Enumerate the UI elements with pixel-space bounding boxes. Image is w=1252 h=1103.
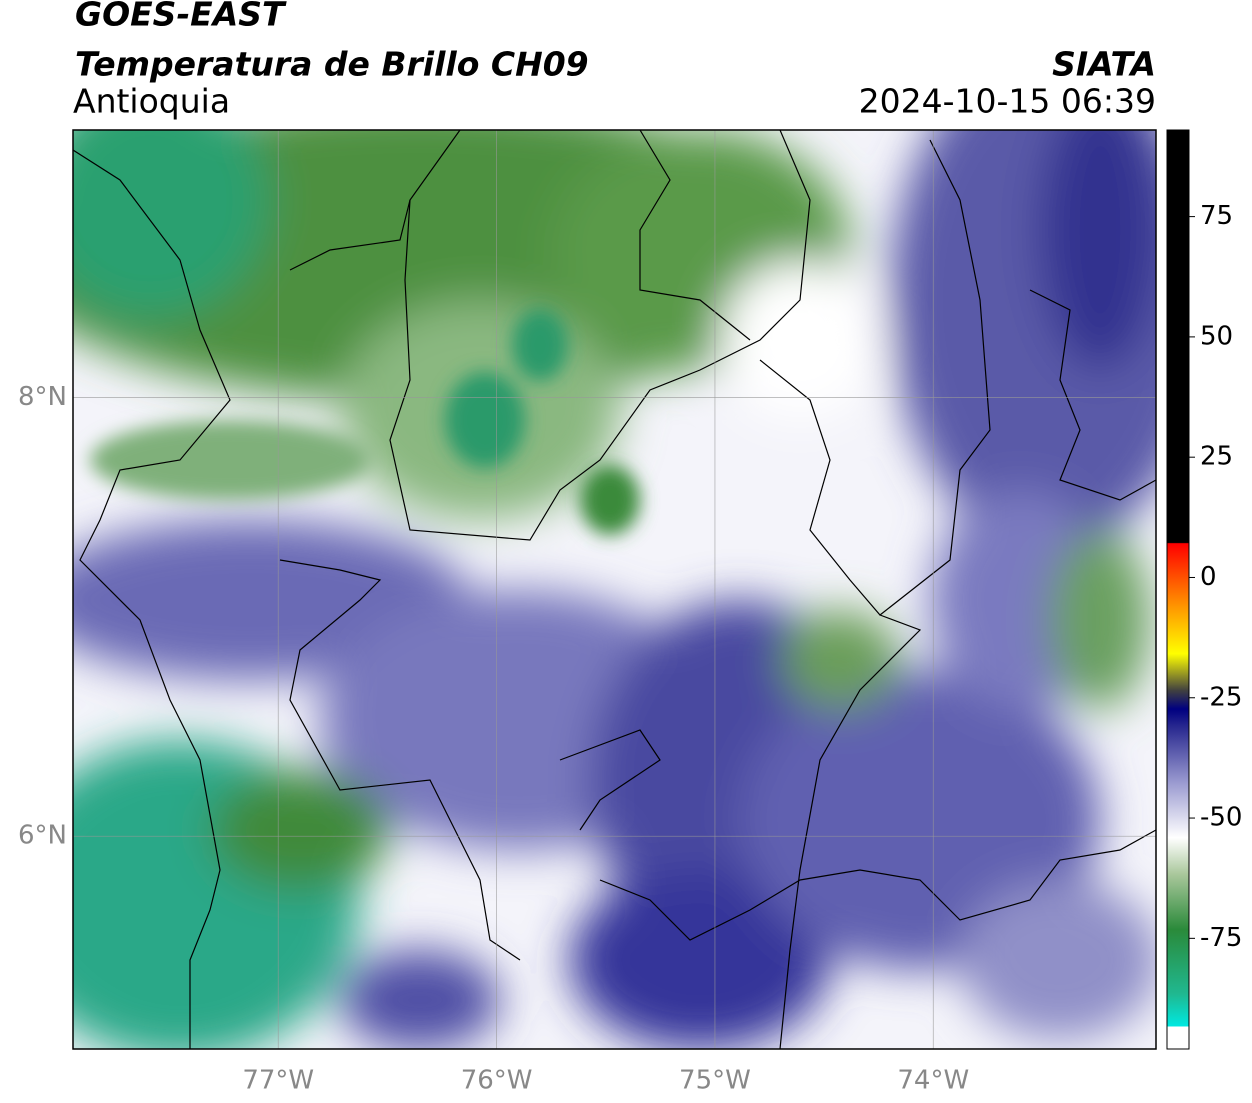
lat-tick-label: 6°N (18, 821, 67, 851)
region: Antioquia (73, 82, 230, 121)
lon-tick-label: 75°W (679, 1066, 751, 1096)
graticule (73, 130, 1156, 1049)
colorbar-tick-label: 75 (1200, 201, 1233, 231)
ticks: 77°W 76°W 75°W 74°W 8°N 6°N 75 50 25 0 -25 -50 -75 (18, 201, 1242, 1095)
satellite-image (73, 130, 1156, 1049)
map-frame (72, 129, 1157, 1050)
colorbar-tick-label: -75 (1200, 923, 1242, 953)
colorbar-tick-label: -50 (1200, 803, 1242, 833)
lon-tick-label: 74°W (897, 1066, 969, 1096)
source: SIATA (1052, 45, 1156, 84)
colorbar-tick-label: 25 (1200, 442, 1233, 472)
subtitle: Temperatura de Brillo CH09 (75, 45, 589, 84)
datetime: 2024-10-15 06:39 (859, 82, 1156, 121)
lon-tick-label: 76°W (461, 1066, 533, 1096)
lat-tick-label: 8°N (18, 382, 67, 412)
colorbar-tick-label: -25 (1200, 682, 1242, 712)
colorbar (1166, 129, 1190, 1050)
lon-tick-label: 77°W (242, 1066, 314, 1096)
title: GOES-EAST (75, 0, 287, 34)
colorbar-tick-label: 50 (1200, 321, 1233, 351)
colorbar-tick-label: 0 (1200, 562, 1217, 592)
